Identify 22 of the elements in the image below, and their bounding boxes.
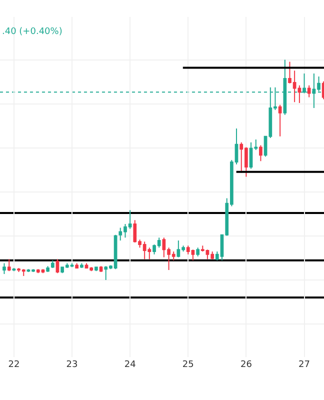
candlestick bbox=[12, 268, 16, 272]
x-tick-label: 26 bbox=[240, 360, 252, 370]
x-tick-label: 22 bbox=[8, 360, 20, 370]
candlestick bbox=[307, 84, 311, 98]
x-tick-label: 23 bbox=[66, 360, 78, 370]
candlestick bbox=[99, 266, 103, 273]
x-tick-label: 24 bbox=[124, 360, 136, 370]
text: .40 (+0.40%) bbox=[2, 27, 62, 37]
candlestick bbox=[2, 262, 6, 274]
candlestick bbox=[196, 247, 200, 257]
candlestick bbox=[94, 266, 98, 272]
candlestick bbox=[259, 144, 262, 162]
candlestick bbox=[46, 266, 50, 273]
candlestick bbox=[75, 262, 78, 269]
candlestick bbox=[7, 258, 11, 272]
candlestick bbox=[56, 258, 60, 274]
x-tick-label: 27 bbox=[298, 360, 310, 370]
x-tick-label: 25 bbox=[182, 360, 194, 370]
candlestick bbox=[50, 260, 54, 269]
candlestick bbox=[298, 84, 302, 104]
candlestick bbox=[278, 104, 282, 137]
candlestick bbox=[80, 262, 84, 269]
